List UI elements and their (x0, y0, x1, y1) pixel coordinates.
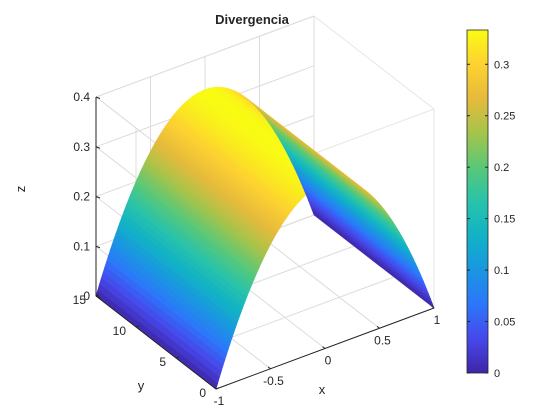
colorbar-tick-label: 0.05 (494, 317, 515, 329)
grid-line-x (259, 234, 380, 329)
y-tick-label: 15 (73, 293, 87, 307)
colorbar-gradient (466, 29, 489, 374)
z-tick-mark (95, 96, 101, 99)
x-tick-label: 0.5 (374, 333, 391, 347)
x-tick-mark (213, 386, 217, 390)
y-axis-line (95, 295, 217, 390)
colorbar-tick-label: 0.15 (494, 214, 515, 226)
x-tick-mark (267, 366, 271, 370)
z-tick-label: 0 (83, 289, 90, 303)
z-tick-mark (95, 245, 101, 249)
z-tick-label: 0.3 (73, 140, 90, 154)
x-tick-label: 1 (434, 313, 441, 327)
colorbar-tick-label: 0 (494, 368, 500, 380)
colorbar-tick-label: 0.25 (494, 111, 515, 123)
y-tick-mark (215, 387, 220, 390)
box-edge (313, 15, 435, 110)
x-tick-mark (376, 325, 380, 329)
colorbar-tick-label: 0.2 (494, 162, 509, 174)
z-tick-mark (95, 196, 101, 199)
y-tick-mark (175, 356, 180, 359)
z-tick-label: 0.2 (73, 190, 90, 204)
z-tick-label: 0.4 (73, 90, 90, 104)
x-tick-mark (431, 305, 435, 309)
colorbar-ticks: 0 0.05 0.1 0.15 0.2 0.25 0.3 (467, 59, 515, 380)
z-tick-mark (95, 146, 101, 149)
y-tick-mark (135, 325, 140, 328)
z-tick-mark (95, 295, 101, 298)
z-axis-label: z (13, 186, 28, 193)
y-axis-label: y (138, 378, 145, 393)
y-tick-label: 10 (113, 324, 127, 338)
x-axis-label: x (319, 382, 326, 397)
z-tick-label: 0.1 (73, 239, 90, 253)
surface-strip (311, 209, 435, 309)
x-tick-label: -0.5 (263, 374, 284, 388)
colorbar: 0 0.05 0.1 0.15 0.2 0.25 0.3 (466, 29, 515, 380)
chart-title: Divergencia (215, 12, 289, 27)
y-tick-label: 5 (159, 355, 166, 369)
y-tick-label: 0 (199, 386, 206, 400)
x-tick-label: -1 (214, 394, 225, 408)
colorbar-tick-label: 0.3 (494, 59, 509, 71)
surface-plot (95, 86, 435, 390)
x-tick-label: 0 (325, 354, 332, 368)
x-tick-mark (322, 346, 326, 349)
colorbar-tick-label: 0.1 (494, 265, 509, 277)
